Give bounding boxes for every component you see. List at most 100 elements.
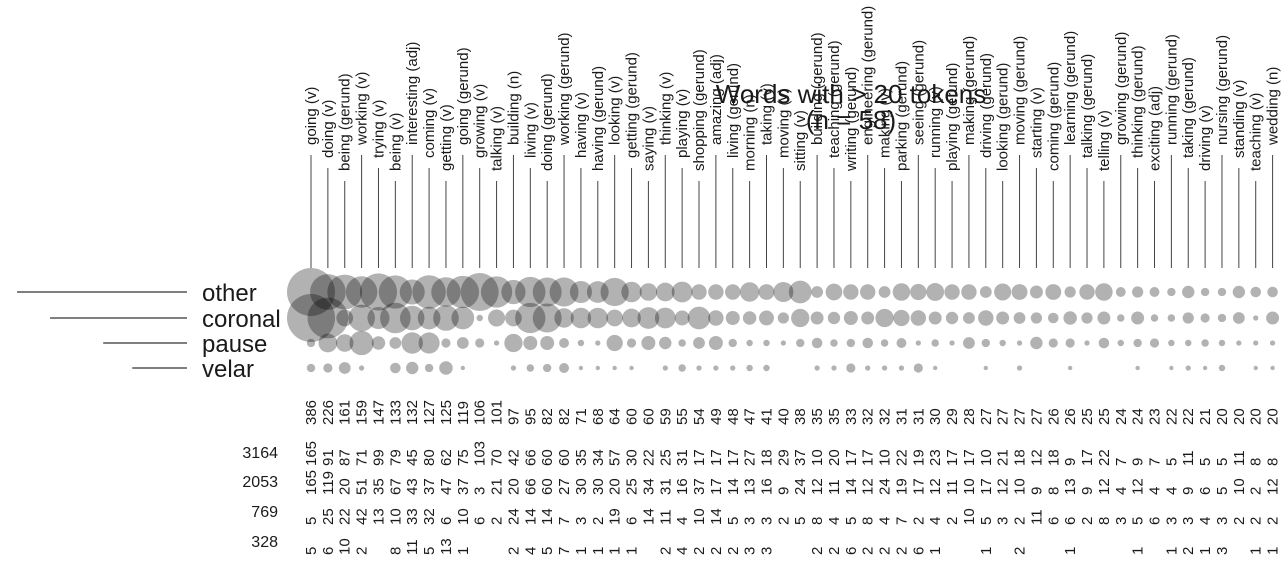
column-total: 29 xyxy=(944,408,961,425)
column-label: interesting (adj) xyxy=(404,42,421,145)
cell-count-pause: 4 xyxy=(826,517,843,525)
cell-count-coronal: 11 xyxy=(826,479,843,495)
column-label: writing (gerund) xyxy=(843,67,860,172)
column-label: running (v) xyxy=(927,86,944,158)
bubble-pause xyxy=(811,337,823,349)
cell-count-pause: 3 xyxy=(1113,517,1130,525)
cell-count-velar: 3 xyxy=(1214,547,1231,555)
bubble-coronal xyxy=(1081,312,1093,324)
cell-count-pause: 4 xyxy=(877,517,894,525)
bubble-velar xyxy=(406,361,419,375)
bubble-velar xyxy=(543,363,552,373)
cell-count-pause: 22 xyxy=(337,508,354,525)
bubble-pause xyxy=(999,339,1006,347)
bubble-pause xyxy=(1253,340,1259,346)
column-total: 20 xyxy=(1214,408,1231,425)
cell-count-other: 75 xyxy=(455,449,472,466)
bubble-other xyxy=(878,286,891,298)
bubble-other xyxy=(1064,286,1076,298)
cell-count-coronal: 4 xyxy=(1147,487,1164,495)
header-layer: going (v) doing (v) being (gerund) working … xyxy=(303,6,1282,268)
bubble-coronal xyxy=(725,311,740,325)
column-total: 54 xyxy=(691,408,708,425)
cell-count-velar: 1 xyxy=(1265,547,1282,555)
column-label: going (v) xyxy=(303,87,320,145)
cell-count-velar: 5 xyxy=(421,547,438,555)
cell-count-coronal: 4 xyxy=(1113,487,1130,495)
bubble-pause xyxy=(1065,338,1075,348)
bubble-other xyxy=(345,276,378,308)
cell-count-velar: 10 xyxy=(337,538,354,555)
cell-count-pause: 2 xyxy=(1248,517,1265,525)
cell-count-pause: 14 xyxy=(640,508,657,525)
bubble-coronal xyxy=(336,309,354,327)
bubble-coronal xyxy=(843,311,858,325)
column-label: moving (gerund) xyxy=(1012,36,1029,145)
bubble-other xyxy=(431,277,461,307)
column-total: 27 xyxy=(978,408,995,425)
bubble-pause xyxy=(349,330,374,356)
cell-count-coronal: 12 xyxy=(860,478,877,495)
cell-count-pause: 4 xyxy=(1197,517,1214,525)
bubble-other xyxy=(569,280,592,304)
cell-count-coronal: 12 xyxy=(927,478,944,495)
cell-count-pause: 3 xyxy=(573,517,590,525)
cell-count-pause: 6 xyxy=(1147,517,1164,525)
cell-count-other: 25 xyxy=(657,449,674,466)
bubble-other xyxy=(671,281,693,303)
bubble-velar xyxy=(678,364,686,372)
cell-count-velar: 2 xyxy=(354,547,371,555)
bubble-coronal xyxy=(1030,312,1043,324)
column-label: moving (v) xyxy=(775,88,792,158)
cell-count-pause: 7 xyxy=(556,517,573,525)
cell-count-coronal: 24 xyxy=(877,478,894,495)
bubble-other xyxy=(515,276,546,308)
cell-count-coronal: 3 xyxy=(472,487,489,495)
column-label: driving (gerund) xyxy=(978,53,995,158)
bubble-other xyxy=(1232,285,1246,299)
cell-count-velar: 2 xyxy=(809,547,826,555)
bubble-pause xyxy=(1133,338,1142,348)
cell-count-other: 11 xyxy=(1180,450,1197,466)
cell-count-velar: 1 xyxy=(978,547,995,555)
cell-count-other: 18 xyxy=(1012,449,1029,466)
cell-count-coronal: 21 xyxy=(489,478,506,495)
column-label: standing (v) xyxy=(1231,80,1248,158)
bubble-other xyxy=(892,283,911,301)
cell-count-coronal: 66 xyxy=(522,478,539,495)
bubble-pause xyxy=(1218,339,1226,347)
bubble-other xyxy=(1095,283,1113,301)
cell-count-coronal: 60 xyxy=(539,478,556,495)
column-total: 95 xyxy=(522,408,539,425)
cell-count-pause: 4 xyxy=(927,517,944,525)
bubble-pause xyxy=(830,339,838,347)
bubble-coronal xyxy=(451,306,475,330)
cell-count-pause: 11 xyxy=(1028,509,1045,525)
bubble-pause xyxy=(641,336,656,350)
bubble-coronal xyxy=(1131,311,1145,325)
bubble-pause xyxy=(1168,339,1175,347)
bubble-pause xyxy=(493,340,500,346)
bubble-other xyxy=(359,273,398,311)
cell-count-velar: 2 xyxy=(1180,547,1197,555)
bubble-coronal xyxy=(1217,313,1227,323)
cell-count-coronal: 13 xyxy=(1062,478,1079,495)
cell-count-other: 70 xyxy=(489,449,506,466)
cell-count-coronal: 17 xyxy=(910,478,927,495)
cell-count-velar: 2 xyxy=(691,547,708,555)
column-label: taking (gerund) xyxy=(1180,57,1197,158)
bubble-pause xyxy=(626,338,637,348)
cell-count-velar: 2 xyxy=(708,547,725,555)
bubble-pause xyxy=(389,337,402,349)
cell-count-velar: 3 xyxy=(742,547,759,555)
cell-count-velar: 1 xyxy=(573,547,590,555)
bubble-pause xyxy=(1185,339,1192,347)
cell-count-velar: 6 xyxy=(320,547,337,555)
cell-count-other: 5 xyxy=(1163,458,1180,466)
cell-count-pause: 10 xyxy=(961,508,978,525)
cell-count-coronal: 25 xyxy=(624,478,641,495)
column-total: 32 xyxy=(860,408,877,425)
bubble-other xyxy=(1200,287,1210,297)
column-total: 28 xyxy=(961,408,978,425)
cell-count-pause: 8 xyxy=(860,517,877,525)
